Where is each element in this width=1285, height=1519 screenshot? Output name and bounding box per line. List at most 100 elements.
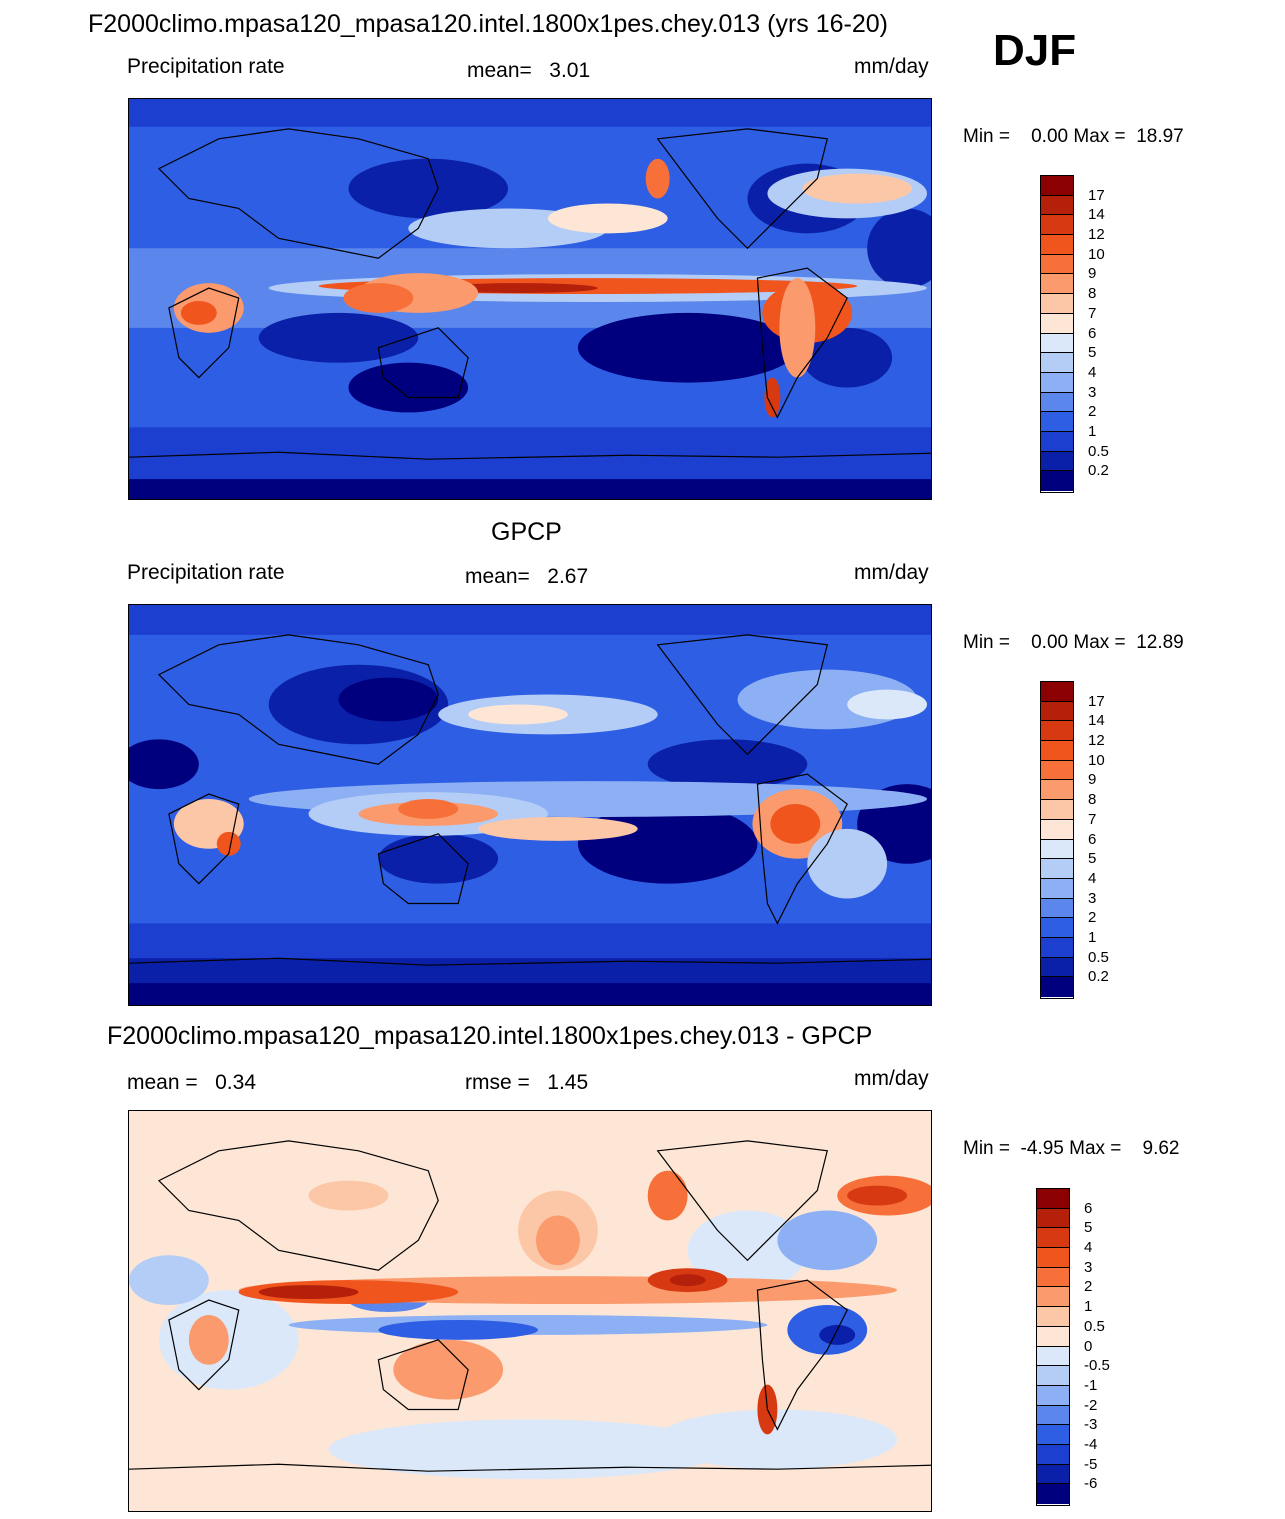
panel-3-units-label: mm/day (854, 1067, 929, 1090)
panel-2-mean-label: mean= 2.67 (465, 565, 589, 588)
colorbar-tick-label: -4 (1084, 1435, 1098, 1453)
colorbar-swatch (1041, 898, 1073, 919)
panel-3-colorbar (1036, 1188, 1070, 1506)
colorbar-swatch (1041, 294, 1073, 314)
colorbar-tick-label: 2 (1088, 909, 1097, 927)
colorbar-tick-label: 0.5 (1088, 948, 1109, 966)
colorbar-swatch (1041, 682, 1073, 702)
panel-1-minmax: Min = 0.00 Max = 18.97 (963, 126, 1184, 147)
colorbar-tick-label: 7 (1088, 304, 1097, 322)
colorbar-tick-label: 8 (1088, 791, 1097, 809)
colorbar-swatch (1041, 957, 1073, 978)
colorbar-tick-label: 4 (1088, 363, 1097, 381)
colorbar-swatch (1041, 372, 1073, 393)
colorbar-tick-label: 6 (1088, 830, 1097, 848)
panel-2-title: GPCP (491, 518, 562, 546)
colorbar-tick-label: 2 (1084, 1278, 1093, 1296)
colorbar-tick-label: -0.5 (1084, 1357, 1110, 1375)
colorbar-tick-label: 14 (1088, 712, 1105, 730)
colorbar-tick-label: 0.5 (1088, 442, 1109, 460)
colorbar-swatch (1041, 274, 1073, 295)
colorbar-swatch (1041, 333, 1073, 354)
colorbar-swatch (1037, 1326, 1069, 1347)
colorbar-swatch (1037, 1385, 1069, 1406)
colorbar-swatch (1037, 1189, 1069, 1209)
colorbar-tick-label: 0.2 (1088, 462, 1109, 480)
panel-1-mean-label: mean= 3.01 (467, 59, 591, 82)
colorbar-tick-label: 8 (1088, 285, 1097, 303)
colorbar-tick-label: 10 (1088, 245, 1105, 263)
colorbar-swatch (1041, 819, 1073, 840)
colorbar-tick-label: 1 (1084, 1298, 1093, 1316)
colorbar-tick-label: 10 (1088, 751, 1105, 769)
panel-2-minmax: Min = 0.00 Max = 12.89 (963, 632, 1184, 653)
colorbar-tick-label: 2 (1088, 403, 1097, 421)
colorbar-tick-label: 3 (1088, 383, 1097, 401)
colorbar-tick-label: 5 (1088, 850, 1097, 868)
colorbar-swatch (1041, 392, 1073, 413)
colorbar-tick-label: 5 (1088, 344, 1097, 362)
colorbar-swatch (1041, 977, 1073, 997)
colorbar-swatch (1041, 353, 1073, 373)
colorbar-swatch (1041, 878, 1073, 899)
colorbar-swatch (1037, 1444, 1069, 1465)
colorbar-tick-label: 7 (1088, 810, 1097, 828)
colorbar-tick-label: 4 (1088, 869, 1097, 887)
colorbar-swatch (1041, 800, 1073, 820)
colorbar-swatch (1041, 760, 1073, 781)
colorbar-swatch (1037, 1425, 1069, 1445)
panel-3-map (128, 1110, 932, 1512)
colorbar-tick-label: -2 (1084, 1396, 1098, 1414)
colorbar-tick-label: 1 (1088, 928, 1097, 946)
colorbar-tick-label: 14 (1088, 206, 1105, 224)
colorbar-swatch (1041, 741, 1073, 761)
panel-3-rmse-label: rmse = 1.45 (465, 1071, 589, 1094)
panel-1-units-label: mm/day (854, 55, 929, 78)
panel-3-map-plot (129, 1111, 931, 1511)
colorbar-swatch (1041, 701, 1073, 722)
panel-1-title: F2000climo.mpasa120_mpasa120.intel.1800x… (88, 10, 889, 38)
colorbar-swatch (1041, 859, 1073, 879)
panel-3-mean-label: mean = 0.34 (127, 1071, 257, 1094)
panel-2-units-label: mm/day (854, 561, 929, 584)
colorbar-swatch (1041, 412, 1073, 432)
colorbar-swatch (1041, 176, 1073, 196)
colorbar-tick-label: -1 (1084, 1376, 1098, 1394)
colorbar-swatch (1041, 235, 1073, 255)
colorbar-tick-label: 0 (1084, 1337, 1093, 1355)
colorbar-swatch (1037, 1228, 1069, 1249)
panel-1-map-plot (129, 99, 931, 499)
colorbar-tick-label: 12 (1088, 226, 1105, 244)
season-label: DJF (993, 26, 1077, 75)
colorbar-tick-label: 12 (1088, 732, 1105, 750)
colorbar-swatch (1037, 1307, 1069, 1327)
colorbar-swatch (1041, 195, 1073, 216)
colorbar-swatch (1037, 1464, 1069, 1485)
colorbar-swatch (1041, 431, 1073, 452)
panel-2-map (128, 604, 932, 1006)
colorbar-tick-label: 1 (1088, 422, 1097, 440)
colorbar-swatch (1037, 1346, 1069, 1367)
colorbar-swatch (1041, 254, 1073, 275)
colorbar-tick-label: 5 (1084, 1219, 1093, 1237)
panel-3-minmax: Min = -4.95 Max = 9.62 (963, 1138, 1180, 1159)
colorbar-tick-label: 4 (1084, 1239, 1093, 1257)
colorbar-tick-label: 3 (1088, 889, 1097, 907)
panel-1-colorbar (1040, 175, 1074, 493)
colorbar-swatch (1041, 471, 1073, 491)
colorbar-tick-label: 6 (1088, 324, 1097, 342)
panel-2-map-plot (129, 605, 931, 1005)
colorbar-tick-label: -6 (1084, 1475, 1098, 1493)
colorbar-tick-label: -5 (1084, 1455, 1098, 1473)
colorbar-tick-label: 6 (1084, 1199, 1093, 1217)
colorbar-swatch (1041, 721, 1073, 742)
colorbar-swatch (1037, 1267, 1069, 1288)
colorbar-swatch (1037, 1287, 1069, 1308)
colorbar-swatch (1037, 1405, 1069, 1426)
colorbar-tick-label: 17 (1088, 692, 1105, 710)
colorbar-swatch (1037, 1248, 1069, 1268)
colorbar-swatch (1041, 839, 1073, 860)
colorbar-swatch (1037, 1484, 1069, 1504)
colorbar-tick-label: 0.5 (1084, 1317, 1105, 1335)
colorbar-swatch (1041, 451, 1073, 472)
